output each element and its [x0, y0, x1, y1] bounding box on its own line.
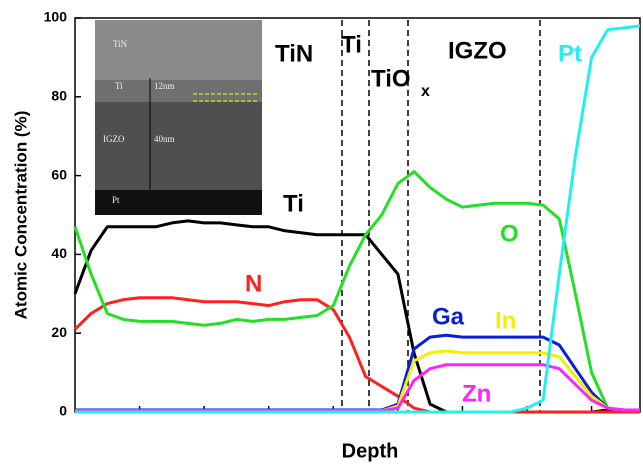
inset-igzo: [95, 102, 262, 190]
series-label: Pt: [558, 40, 582, 67]
inset-label: 40nm: [154, 134, 175, 144]
annotation: IGZO: [448, 37, 507, 64]
inset-image: TiN Ti 12nm IGZO 40nm Pt: [95, 20, 262, 215]
inset-pt: [95, 190, 262, 215]
y-tick-label: 100: [44, 9, 68, 25]
inset-label: IGZO: [103, 134, 125, 144]
series-label: Ti: [283, 190, 304, 217]
inset-label: 12nm: [154, 81, 175, 91]
annotation: TiO: [371, 65, 411, 92]
series-label: O: [500, 220, 519, 247]
annotation: Ti: [341, 31, 362, 58]
inset-label: Pt: [112, 195, 120, 205]
series-line: [75, 335, 640, 410]
y-tick-label: 0: [59, 403, 67, 419]
y-tick-label: 40: [51, 245, 67, 261]
annotation-subscript: x: [421, 83, 430, 100]
chart: TiN Ti 12nm IGZO 40nm Pt TiN Ti TiO x IG…: [0, 0, 643, 464]
series-label: Zn: [462, 380, 491, 407]
x-axis-title: Depth: [342, 440, 399, 462]
y-tick-label: 80: [51, 88, 67, 104]
series-label: Ga: [432, 303, 465, 330]
series-label: In: [495, 307, 516, 334]
y-axis-title: Atomic Concentration (%): [11, 111, 30, 320]
annotation: TiN: [275, 40, 313, 67]
series-label: N: [245, 270, 262, 297]
inset-label: TiN: [113, 39, 128, 49]
y-tick-label: 20: [51, 324, 67, 340]
y-tick-label: 60: [51, 166, 67, 182]
inset-label: Ti: [115, 81, 123, 91]
series-line: [75, 365, 640, 411]
